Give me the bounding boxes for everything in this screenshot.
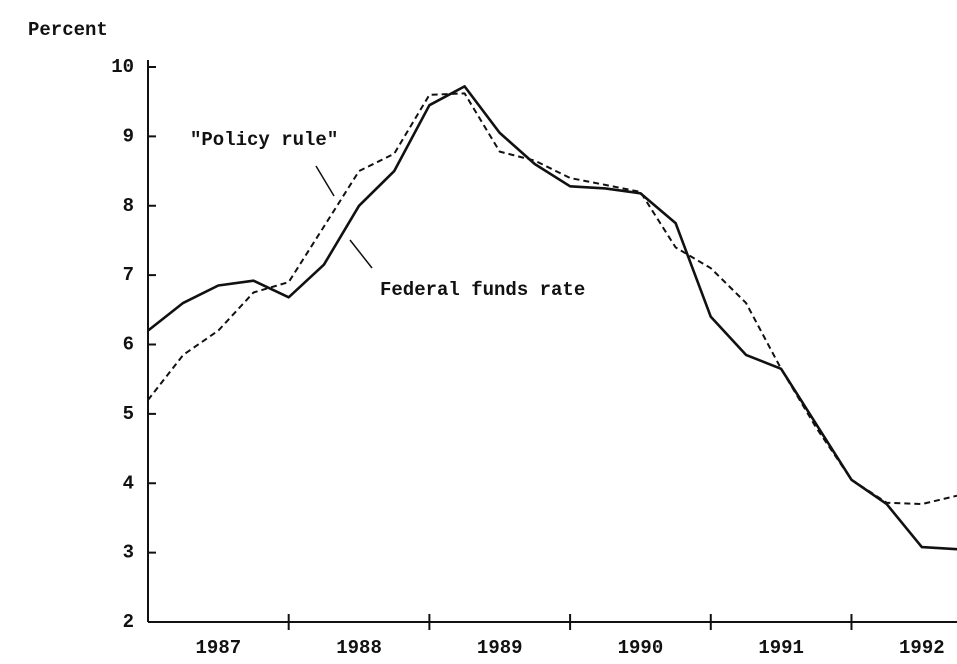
y-tick-label: 10: [111, 56, 134, 78]
y-tick-label: 2: [123, 611, 134, 633]
x-tick-label: 1990: [618, 637, 664, 659]
y-axis-label: Percent: [28, 19, 108, 41]
x-tick-label: 1992: [899, 637, 945, 659]
y-tick-label: 8: [123, 195, 134, 217]
series-line: [147, 92, 957, 506]
leader-line: [315, 165, 335, 197]
y-tick-label: 7: [123, 264, 134, 286]
y-tick-label: 9: [123, 125, 134, 147]
x-tick-label: 1988: [336, 637, 382, 659]
annotation: "Policy rule": [190, 129, 338, 151]
x-tick-label: 1989: [477, 637, 523, 659]
y-tick-label: 3: [123, 542, 134, 564]
x-tick-label: 1991: [758, 637, 804, 659]
leader-line: [349, 239, 373, 269]
y-tick-label: 6: [123, 334, 134, 356]
x-tick-label: 1987: [196, 637, 242, 659]
y-tick-label: 4: [123, 472, 134, 494]
annotation: Federal funds rate: [380, 279, 585, 301]
series-line: [147, 85, 957, 551]
y-tick-label: 5: [123, 403, 134, 425]
